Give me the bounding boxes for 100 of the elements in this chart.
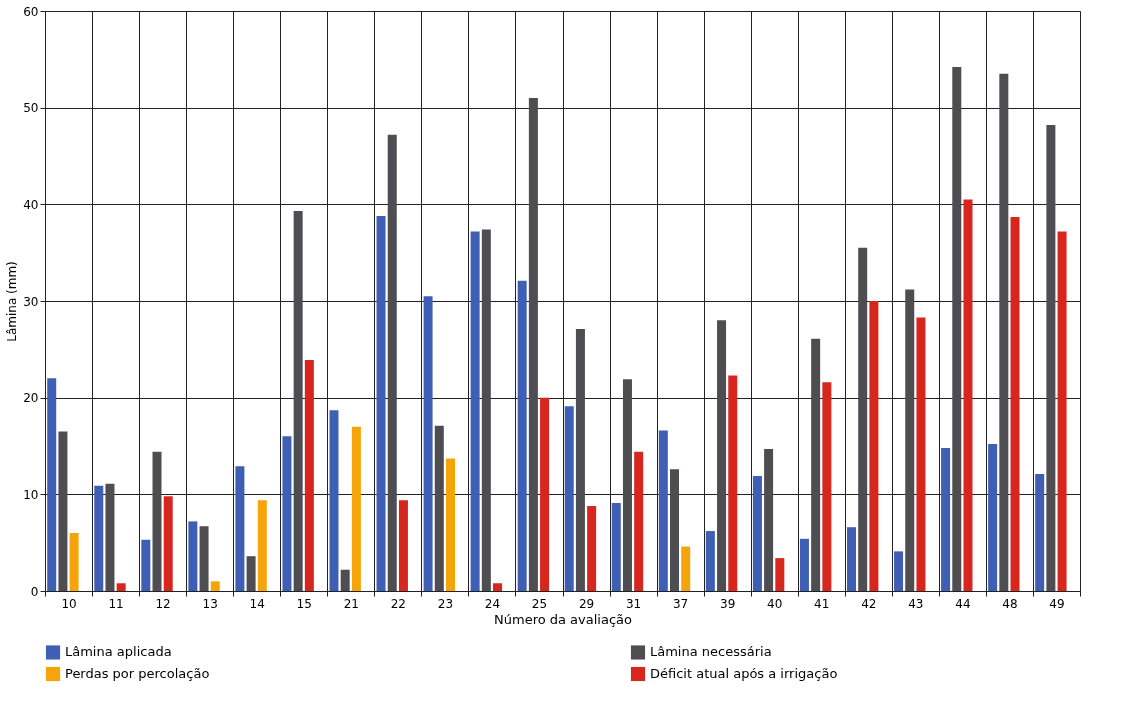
- bar: [963, 199, 973, 591]
- bar: [188, 521, 198, 591]
- bar: [387, 134, 397, 591]
- y-tick-label: 50: [23, 101, 39, 116]
- x-tick-label: 14: [249, 596, 265, 611]
- bar: [670, 469, 680, 591]
- bar: [658, 430, 668, 591]
- bar: [210, 581, 220, 591]
- x-tick-label: 40: [767, 596, 783, 611]
- bar: [340, 569, 350, 591]
- bar: [540, 397, 550, 591]
- x-tick-label: 22: [390, 596, 406, 611]
- bar: [1010, 216, 1020, 591]
- x-tick-label: 44: [955, 596, 971, 611]
- legend-label: Déficit atual após a irrigação: [650, 666, 838, 681]
- bar: [705, 531, 715, 591]
- bar: [434, 425, 444, 591]
- bar: [564, 406, 574, 591]
- x-tick-label: 31: [625, 596, 642, 611]
- x-tick-label: 48: [1002, 596, 1018, 611]
- x-tick-label: 11: [108, 596, 124, 611]
- bar: [681, 546, 691, 591]
- y-tick-label: 30: [23, 294, 39, 309]
- bar: [282, 436, 292, 591]
- bar: [257, 500, 267, 591]
- bar: [69, 533, 79, 591]
- bar: [1057, 231, 1067, 591]
- x-tick-label: 25: [531, 596, 548, 611]
- x-tick-label: 29: [578, 596, 595, 611]
- bar: [916, 317, 926, 591]
- bar: [116, 583, 126, 591]
- y-tick-label: 0: [30, 584, 39, 599]
- x-tick-label: 10: [61, 596, 77, 611]
- bar: [622, 379, 632, 591]
- x-tick-label: 23: [437, 596, 454, 611]
- bar: [1035, 474, 1045, 591]
- x-tick-label: 13: [202, 596, 218, 611]
- bar: [894, 551, 904, 591]
- bar: [999, 73, 1009, 591]
- bar: [304, 359, 314, 591]
- x-tick-label: 41: [814, 596, 830, 611]
- bar: [351, 426, 361, 591]
- bar: [869, 301, 879, 591]
- x-tick-label: 21: [343, 596, 359, 611]
- x-tick-label: 12: [155, 596, 171, 611]
- bar: [329, 410, 339, 591]
- bar: [58, 431, 68, 591]
- bar: [905, 289, 915, 591]
- bar: [764, 448, 774, 591]
- bar: [941, 447, 951, 591]
- y-tick-label: 40: [23, 197, 39, 212]
- legend-label: Lâmina aplicada: [65, 644, 172, 660]
- bar: [199, 526, 209, 591]
- x-tick-label: 37: [672, 596, 689, 611]
- bar: [398, 500, 408, 591]
- legend-label: Lâmina necessária: [650, 644, 772, 660]
- x-tick-label: 24: [484, 596, 501, 611]
- bar: [575, 329, 585, 591]
- bar: [94, 485, 104, 591]
- y-tick-label: 20: [23, 391, 39, 406]
- bar: [952, 67, 962, 591]
- legend-label: Perdas por percolação: [65, 666, 210, 681]
- bar: [634, 451, 644, 591]
- bar: [493, 583, 503, 591]
- x-tick-label: 39: [720, 596, 736, 611]
- bar: [775, 558, 785, 591]
- bar: [752, 475, 762, 591]
- bar: [481, 229, 491, 591]
- bar: [293, 211, 303, 591]
- bar: [611, 503, 621, 591]
- bar: [235, 466, 245, 591]
- bar: [846, 527, 856, 591]
- bar: [246, 556, 256, 591]
- bar: [141, 539, 151, 591]
- bar: [858, 247, 868, 591]
- bar: [1046, 125, 1056, 591]
- bar: [445, 458, 455, 591]
- x-tick-label: 15: [296, 596, 312, 611]
- bar: [811, 338, 821, 591]
- y-tick-label: 60: [23, 4, 39, 19]
- x-tick-label: 49: [1049, 596, 1065, 611]
- y-axis-title: Lâmina (mm): [5, 261, 20, 342]
- bar: [799, 538, 809, 591]
- x-tick-label: 43: [908, 596, 924, 611]
- x-axis-title: Número da avaliação: [493, 611, 633, 627]
- x-tick-label: 42: [861, 596, 877, 611]
- bar: [528, 98, 538, 591]
- bar: [376, 215, 386, 591]
- bar: [822, 382, 832, 591]
- bar: [728, 375, 738, 591]
- bar: [988, 444, 998, 591]
- y-tick-label: 10: [23, 487, 39, 502]
- bar: [152, 451, 162, 591]
- bar: [105, 483, 115, 591]
- bar: [163, 496, 173, 591]
- bar: [470, 231, 480, 591]
- bar: [423, 296, 433, 591]
- bar: [47, 378, 57, 591]
- bar: [717, 320, 727, 591]
- bar: [587, 505, 597, 591]
